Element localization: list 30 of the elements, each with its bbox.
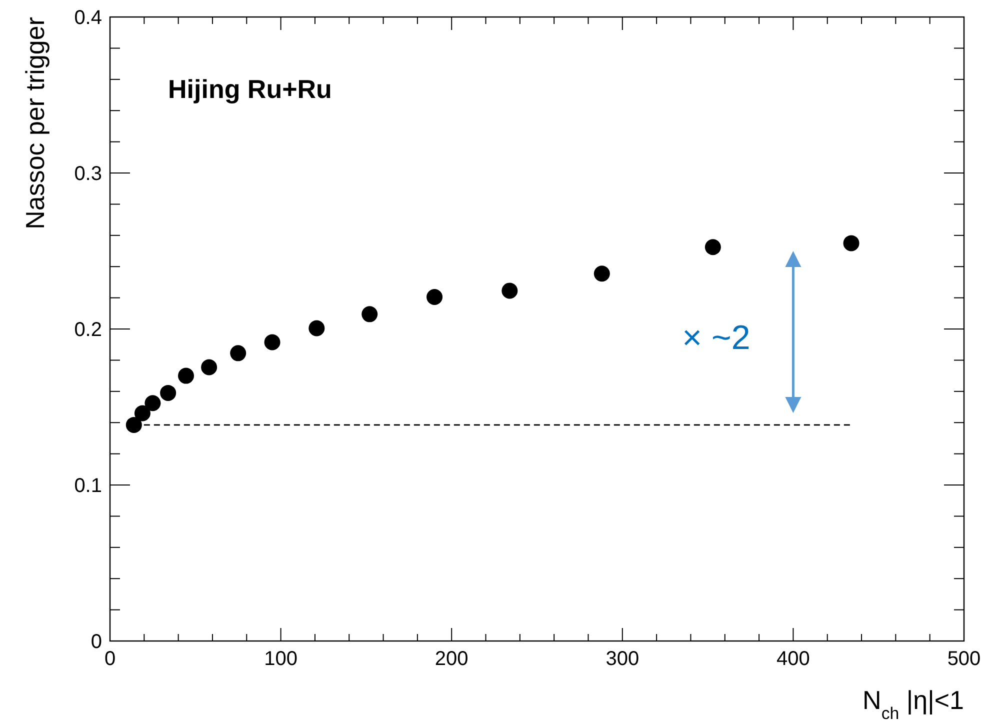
y-axis-title: Nassoc per trigger (20, 16, 50, 230)
point (201, 359, 218, 376)
point (126, 416, 142, 433)
point (264, 334, 280, 350)
point (843, 235, 860, 252)
y-tick-label: 0.1 (74, 475, 102, 497)
annotation: × ~2 (682, 318, 750, 357)
y-tick-label: 0 (90, 631, 102, 653)
point (502, 282, 518, 299)
point (362, 306, 378, 322)
text: Hijing Ru+Ru (168, 74, 332, 104)
x-tick-label: 0 (104, 648, 116, 670)
point (308, 320, 325, 336)
point (426, 289, 443, 306)
x-axis-title: N$_{ch}$ |η|<1 (862, 685, 964, 721)
x-tick-label: 100 (264, 648, 298, 670)
x-tick-label: 500 (947, 648, 981, 670)
y-tick-label: 0.4 (74, 7, 102, 29)
x-tick-label: 200 (434, 648, 468, 670)
point (144, 395, 161, 412)
point (594, 266, 610, 282)
point (134, 405, 150, 422)
point (230, 345, 246, 362)
x-tick-label: 400 (776, 648, 810, 670)
x-tick-label: 300 (606, 648, 640, 670)
y-tick-label: 0.2 (74, 319, 102, 341)
point (178, 368, 194, 384)
point (704, 239, 721, 256)
y-tick-label: 0.3 (74, 163, 102, 185)
point (160, 384, 176, 401)
